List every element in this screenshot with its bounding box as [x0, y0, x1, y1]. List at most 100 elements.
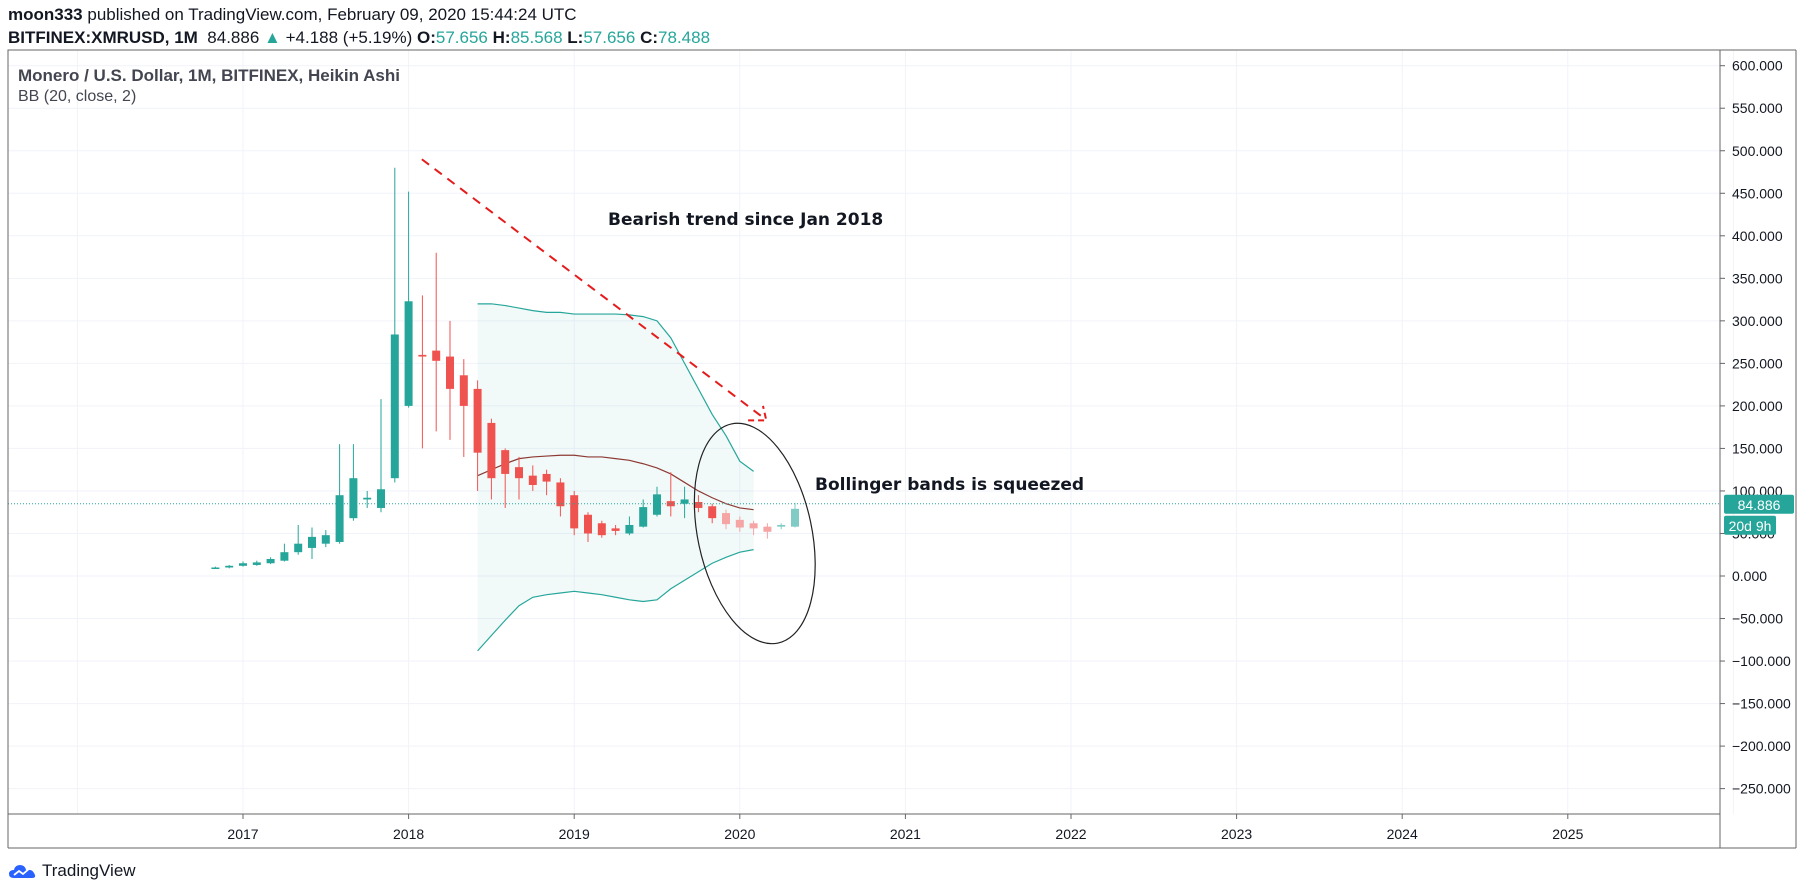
- close-label: C:: [640, 28, 659, 47]
- tradingview-cloud-icon: [9, 865, 36, 878]
- candle-body[interactable]: [763, 526, 772, 532]
- candle-body[interactable]: [349, 478, 358, 519]
- tradingview-brand: TradingView: [42, 861, 136, 880]
- bollinger-band-fill: [477, 303, 754, 651]
- candle-body[interactable]: [225, 565, 234, 568]
- x-tick-label: 2023: [1221, 826, 1252, 842]
- x-tick-label: 2024: [1387, 826, 1418, 842]
- bollinger-basis: [477, 454, 754, 511]
- candle-body[interactable]: [708, 506, 717, 519]
- candle-body[interactable]: [363, 497, 372, 500]
- y-tick-label: 400.000: [1732, 228, 1783, 244]
- y-tick-label: −100.000: [1732, 653, 1791, 669]
- candle-body[interactable]: [542, 473, 551, 482]
- open-value: 57.656: [435, 28, 488, 47]
- x-tick-label: 2018: [393, 826, 424, 842]
- candle-body[interactable]: [680, 499, 689, 504]
- candle-body[interactable]: [597, 523, 606, 536]
- countdown-badge: [1724, 515, 1776, 535]
- candle-body[interactable]: [239, 563, 247, 566]
- close-value: 78.488: [658, 28, 711, 47]
- x-tick-label: 2020: [724, 826, 755, 842]
- candle-body[interactable]: [501, 450, 510, 474]
- y-tick-label: 200.000: [1732, 398, 1783, 414]
- candle-body[interactable]: [639, 507, 648, 527]
- candle-body[interactable]: [266, 558, 275, 564]
- candle-body[interactable]: [308, 536, 316, 548]
- countdown-badge-label: 20d 9h: [1729, 518, 1772, 534]
- candle-body[interactable]: [377, 489, 385, 508]
- candle-body[interactable]: [473, 388, 482, 453]
- bearish-trend-arrow[interactable]: [421, 158, 766, 420]
- candle-body[interactable]: [404, 301, 413, 406]
- y-tick-label: 250.000: [1732, 355, 1783, 371]
- candle-body[interactable]: [749, 523, 758, 529]
- candle-body[interactable]: [556, 482, 565, 507]
- candle-body[interactable]: [211, 567, 220, 569]
- y-tick-label: 300.000: [1732, 313, 1783, 329]
- candle-body[interactable]: [777, 524, 786, 527]
- indicator-legend[interactable]: BB (20, close, 2): [18, 88, 137, 105]
- candle-body[interactable]: [280, 552, 289, 561]
- candle-body[interactable]: [611, 528, 620, 531]
- tradingview-logo[interactable]: TradingView: [8, 861, 136, 881]
- symbol-info: BITFINEX:XMRUSD, 1M 84.886 ▲ +4.188 (+5.…: [8, 28, 710, 48]
- y-tick-label: 600.000: [1732, 58, 1783, 74]
- candle-body[interactable]: [722, 513, 730, 525]
- candle-body[interactable]: [735, 519, 744, 528]
- up-triangle-icon: ▲: [264, 28, 281, 47]
- plot-background: [8, 50, 1804, 814]
- y-tick-label: −200.000: [1732, 738, 1791, 754]
- x-tick-label: 2022: [1055, 826, 1086, 842]
- low-value: 57.656: [583, 28, 636, 47]
- candle-body[interactable]: [418, 354, 427, 357]
- annotation-bb-squeeze: Bollinger bands is squeezed: [815, 475, 1084, 495]
- candle-body[interactable]: [791, 508, 799, 527]
- candle-body[interactable]: [528, 475, 537, 485]
- candle-body[interactable]: [666, 501, 675, 507]
- y-tick-label: 500.000: [1732, 143, 1783, 159]
- x-tick-label: 2019: [559, 826, 590, 842]
- candle-body[interactable]: [694, 502, 703, 508]
- y-tick-label: 550.000: [1732, 100, 1783, 116]
- y-tick-label: 150.000: [1732, 440, 1783, 456]
- candle-body[interactable]: [653, 494, 661, 515]
- candle-body[interactable]: [446, 356, 454, 389]
- low-label: L:: [567, 28, 584, 47]
- squeeze-ellipse[interactable]: [676, 412, 834, 655]
- candle-body[interactable]: [432, 350, 441, 361]
- bollinger-upper-band: [477, 303, 754, 472]
- candle-body[interactable]: [625, 524, 634, 534]
- candle-body[interactable]: [252, 562, 261, 565]
- last-price-badge-label: 84.886: [1738, 497, 1781, 513]
- y-tick-label: −50.000: [1732, 611, 1783, 627]
- y-tick-label: −250.000: [1732, 781, 1791, 797]
- candle-body[interactable]: [570, 495, 579, 529]
- publisher-name[interactable]: moon333: [8, 5, 83, 24]
- publish-info: moon333 published on TradingView.com, Fe…: [8, 5, 577, 25]
- candle-body[interactable]: [294, 543, 303, 553]
- y-tick-label: 0.000: [1732, 568, 1767, 584]
- symbol-label: BITFINEX:XMRUSD, 1M: [8, 28, 198, 47]
- bollinger-lower-band: [477, 549, 754, 652]
- candle-body[interactable]: [321, 535, 330, 544]
- x-tick-label: 2025: [1552, 826, 1583, 842]
- high-label: H:: [492, 28, 511, 47]
- last-price: 84.886: [207, 28, 260, 47]
- candle-body[interactable]: [584, 514, 592, 534]
- x-tick-label: 2021: [890, 826, 921, 842]
- candle-body[interactable]: [390, 334, 399, 479]
- annotation-bearish-trend: Bearish trend since Jan 2018: [608, 210, 883, 230]
- y-tick-label: −150.000: [1732, 696, 1791, 712]
- y-tick-label: 450.000: [1732, 185, 1783, 201]
- candle-body[interactable]: [459, 375, 468, 406]
- chart-legend-title: Monero / U.S. Dollar, 1M, BITFINEX, Heik…: [18, 66, 400, 85]
- last-price-badge: [1724, 494, 1794, 514]
- candle-body[interactable]: [335, 495, 344, 542]
- candle-body[interactable]: [487, 422, 496, 479]
- x-tick-label: 2017: [227, 826, 258, 842]
- open-label: O:: [416, 28, 436, 47]
- published-text: published on TradingView.com, February 0…: [82, 5, 577, 24]
- candle-body[interactable]: [515, 467, 523, 479]
